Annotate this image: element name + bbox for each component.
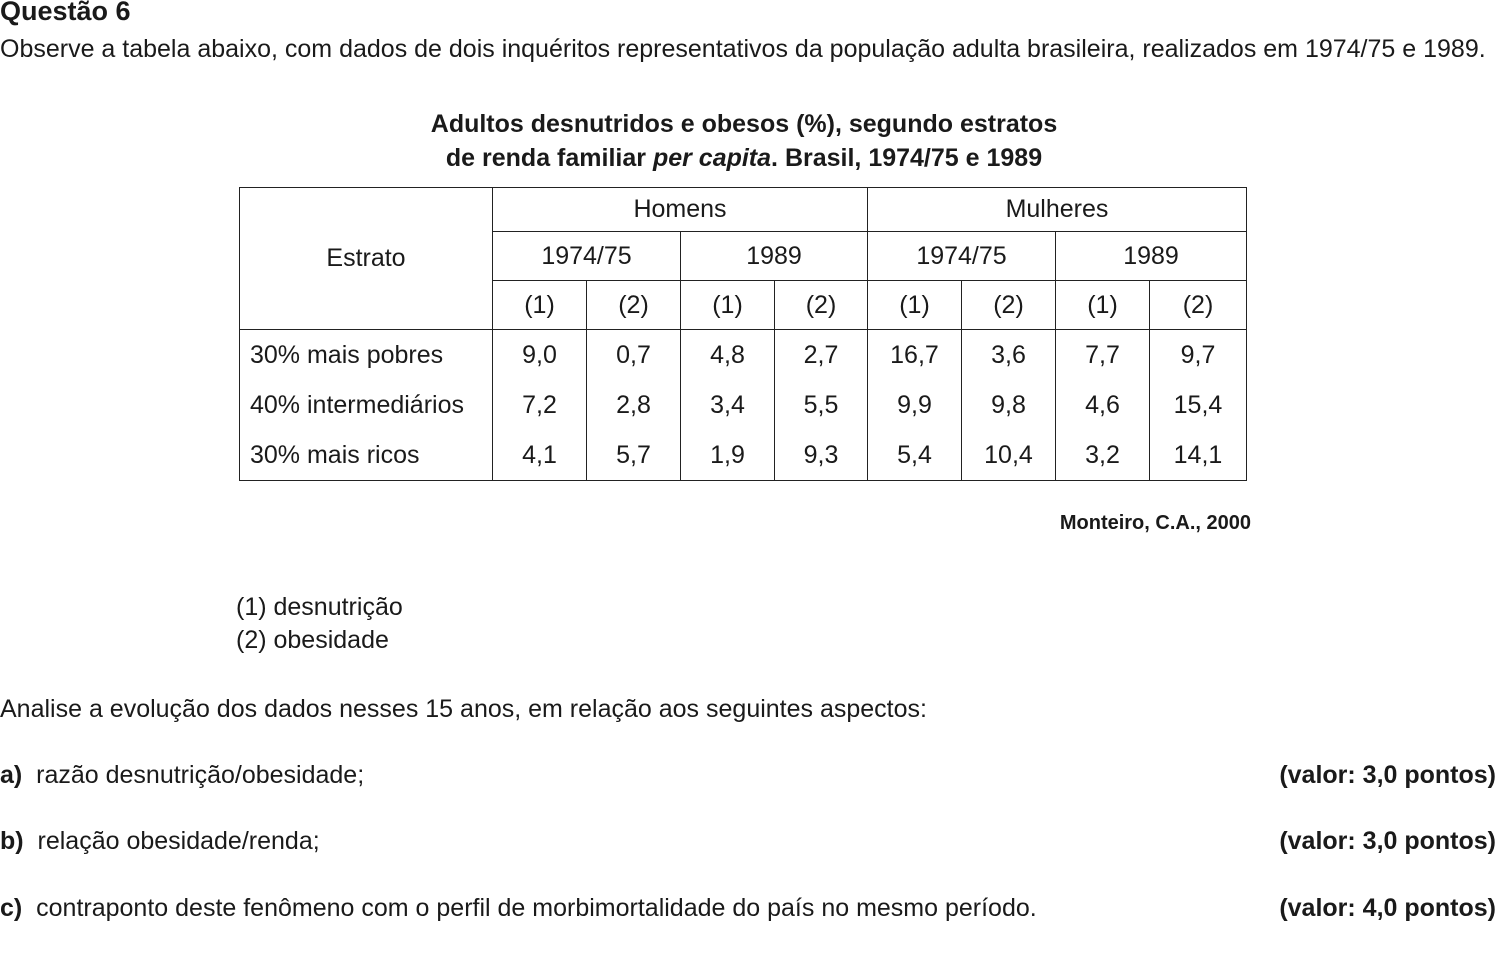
table-row: 30% mais pobres 9,0 0,7 4,8 2,7 16,7 3,6…	[239, 329, 1247, 380]
subcol-header: (1)	[680, 280, 775, 330]
table-cell: 4,1	[492, 430, 587, 481]
subcol-header: (2)	[586, 280, 681, 330]
table-cell: 5,7	[586, 430, 681, 481]
table-source: Monteiro, C.A., 2000	[1059, 512, 1251, 534]
question-intro: Observe a tabela abaixo, com dados de do…	[0, 35, 1486, 63]
item-a-points: (valor: 3,0 pontos)	[1279, 761, 1496, 789]
subcol-header: (1)	[492, 280, 587, 330]
item-text: razão desnutrição/obesidade;	[36, 761, 365, 789]
item-a: a) razão desnutrição/obesidade;	[0, 761, 364, 790]
caption-text-end: . Brasil, 1974/75 e 1989	[771, 144, 1043, 172]
stratum-header: Estrato	[239, 187, 493, 330]
question-title: Questão 6	[0, 0, 131, 26]
group-header-homens: Homens	[492, 187, 868, 232]
year-header: 1989	[1055, 231, 1247, 281]
table-cell: 4,8	[680, 329, 775, 380]
subcol-header: (2)	[774, 280, 868, 330]
year-header: 1989	[680, 231, 868, 281]
table-cell: 9,7	[1149, 329, 1247, 380]
table-row: 40% intermediários 7,2 2,8 3,4 5,5 9,9 9…	[239, 380, 1247, 430]
table-cell: 3,4	[680, 380, 775, 430]
question-prompt: Analise a evolução dos dados nesses 15 a…	[0, 695, 927, 723]
table-row: 30% mais ricos 4,1 5,7 1,9 9,3 5,4 10,4 …	[239, 430, 1247, 481]
legend-item-obesidade: (2) obesidade	[236, 626, 389, 654]
table-cell: 15,4	[1149, 380, 1247, 430]
table-cell: 5,5	[774, 380, 868, 430]
item-b-points: (valor: 3,0 pontos)	[1279, 827, 1496, 855]
table-cell: 0,7	[586, 329, 681, 380]
table-cell: 1,9	[680, 430, 775, 481]
row-stratum: 40% intermediários	[239, 380, 493, 430]
table-cell: 5,4	[867, 430, 962, 481]
legend-item-desnutricao: (1) desnutrição	[236, 593, 403, 621]
subcol-header: (2)	[1149, 280, 1247, 330]
table-cell: 9,0	[492, 329, 587, 380]
subcol-header: (2)	[961, 280, 1056, 330]
item-text: relação obesidade/renda;	[37, 827, 320, 855]
subcol-header: (1)	[867, 280, 962, 330]
table-cell: 7,2	[492, 380, 587, 430]
caption-text: de renda familiar	[445, 144, 653, 172]
table-cell: 3,6	[961, 329, 1056, 380]
item-letter: c)	[0, 894, 23, 922]
year-header: 1974/75	[492, 231, 681, 281]
item-c-points: (valor: 4,0 pontos)	[1279, 894, 1496, 922]
table-cell: 4,6	[1055, 380, 1150, 430]
row-stratum: 30% mais pobres	[239, 329, 493, 380]
item-c: c) contraponto deste fenômeno com o perf…	[0, 894, 1037, 923]
table-cell: 9,3	[774, 430, 868, 481]
year-header: 1974/75	[867, 231, 1056, 281]
data-table: Estrato Homens Mulheres 1974/75 1989 197…	[239, 187, 1247, 481]
item-letter: b)	[0, 827, 24, 855]
item-text: contraponto deste fenômeno com o perfil …	[36, 894, 1037, 922]
caption-italic: per capita	[652, 144, 772, 172]
subcol-header: (1)	[1055, 280, 1150, 330]
table-cell: 9,9	[867, 380, 962, 430]
table-cell: 7,7	[1055, 329, 1150, 380]
table-cell: 3,2	[1055, 430, 1150, 481]
table-cell: 9,8	[961, 380, 1056, 430]
table-caption-line2: de renda familiar per capita. Brasil, 19…	[240, 142, 1248, 175]
table-cell: 16,7	[867, 329, 962, 380]
item-letter: a)	[0, 761, 23, 789]
table-cell: 10,4	[961, 430, 1056, 481]
row-stratum: 30% mais ricos	[239, 430, 493, 481]
table-caption-line1: Adultos desnutridos e obesos (%), segund…	[430, 110, 1058, 138]
table-cell: 2,8	[586, 380, 681, 430]
item-b: b) relação obesidade/renda;	[0, 827, 320, 856]
table-cell: 14,1	[1149, 430, 1247, 481]
table-cell: 2,7	[774, 329, 868, 380]
group-header-mulheres: Mulheres	[867, 187, 1247, 232]
